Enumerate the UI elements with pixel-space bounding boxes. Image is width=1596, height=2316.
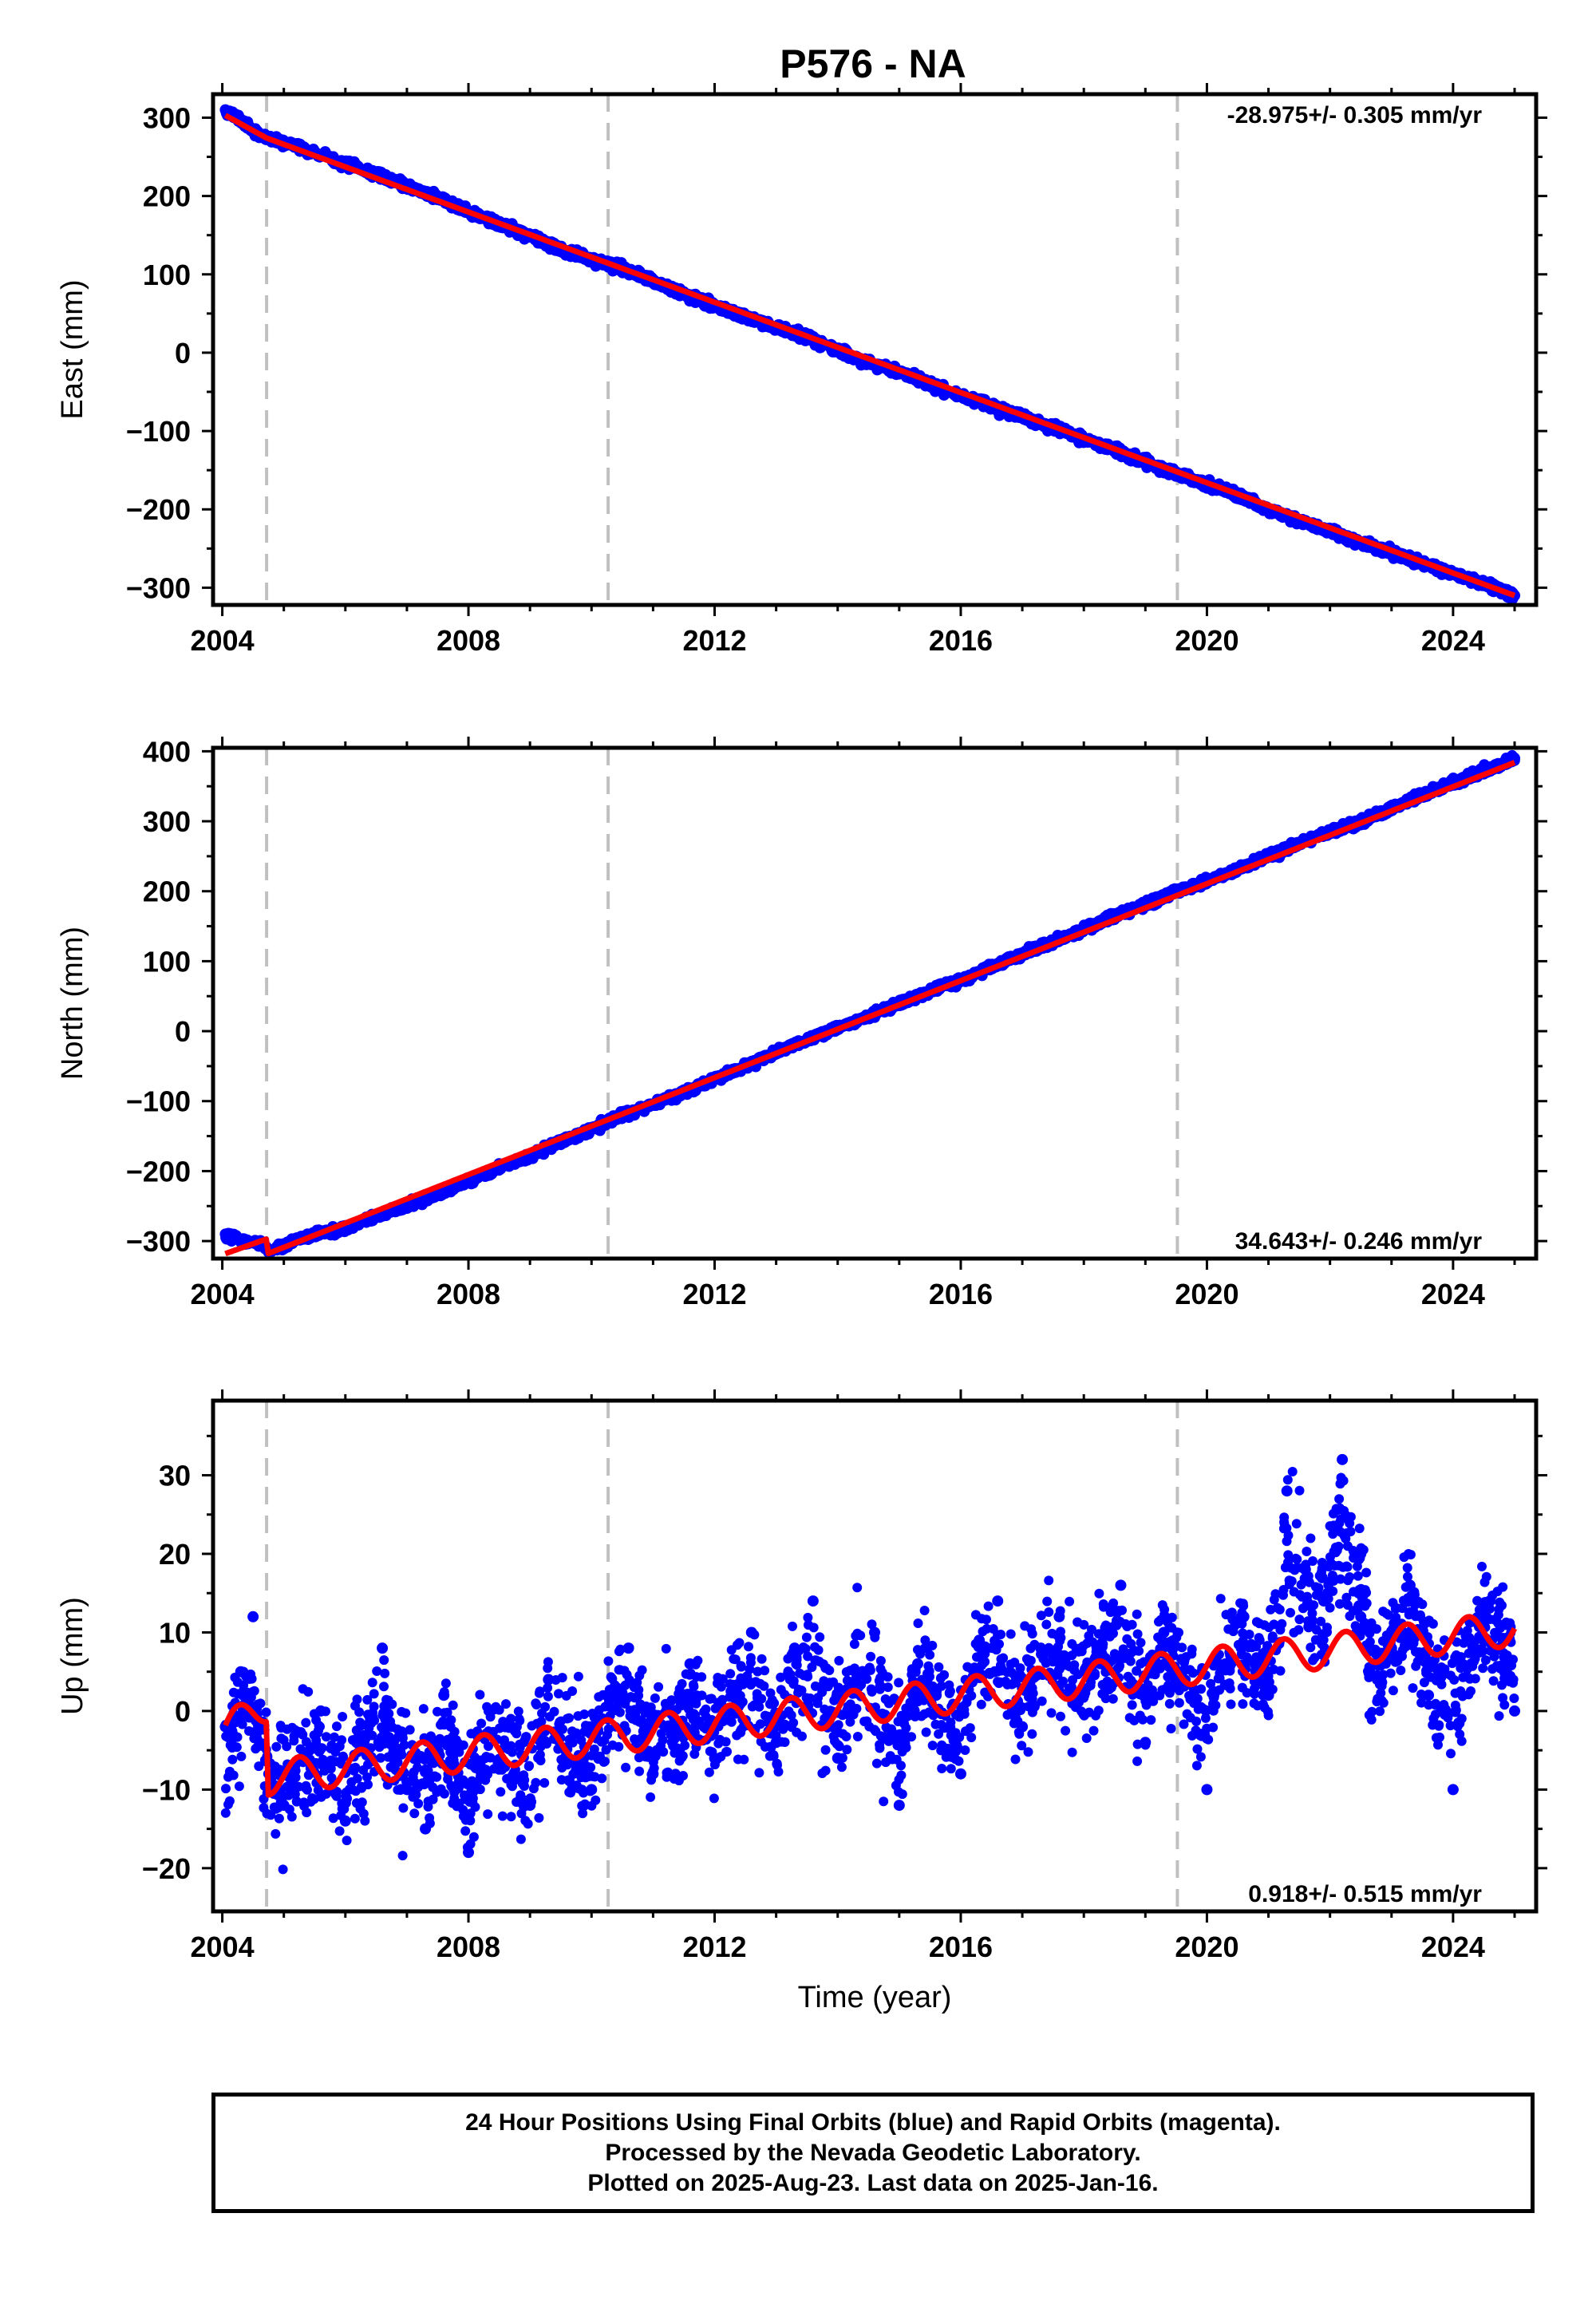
- north-y-tick-label: 200: [143, 875, 191, 908]
- north-data-point: [401, 1200, 413, 1212]
- east-y-tick-label: 200: [143, 180, 191, 213]
- east-y-tick-label: 300: [143, 101, 191, 134]
- east-x-tick-label: 2012: [682, 624, 746, 657]
- up-dense-point: [776, 1672, 786, 1682]
- north-y-tick-label: −100: [126, 1085, 191, 1118]
- east-data-point: [219, 104, 231, 116]
- north-plot-area: [219, 748, 1521, 1259]
- up-dense-point: [221, 1784, 231, 1794]
- north-x-tick-label: 2012: [682, 1278, 746, 1310]
- up-dense-point: [937, 1764, 947, 1773]
- north-model-line: [224, 760, 1516, 1257]
- north-data-point: [463, 1176, 475, 1188]
- north-x-tick-label: 2024: [1421, 1278, 1485, 1310]
- north-y-tick-label: −200: [126, 1155, 191, 1188]
- north-x-tick-label: 2004: [191, 1278, 255, 1310]
- east-model-line: [223, 113, 1516, 599]
- up-dense-point: [475, 1690, 485, 1700]
- up-dense-point: [1067, 1747, 1077, 1757]
- up-dense-point: [1081, 1733, 1092, 1743]
- north-y-tick-label: 100: [143, 945, 191, 978]
- east-y-tick-label: −200: [126, 493, 191, 526]
- east-y-tick-label: 100: [143, 259, 191, 291]
- up-dense-point: [1306, 1642, 1316, 1653]
- up-dense-point: [1027, 1729, 1037, 1739]
- up-dense-point: [228, 1687, 239, 1697]
- up-dense-point: [1416, 1697, 1427, 1708]
- north-dense-point: [329, 1229, 341, 1241]
- up-dense-point: [1046, 1708, 1057, 1718]
- up-dense-point: [966, 1733, 977, 1743]
- up-dense-point: [1146, 1715, 1156, 1725]
- east-y-tick-label: 0: [175, 337, 191, 370]
- north-x-tick-label: 2008: [437, 1278, 500, 1310]
- east-x-tick-label: 2016: [929, 624, 993, 657]
- north-data-point: [235, 1235, 247, 1247]
- north-rate-label: 34.643+/- 0.246 mm/yr: [1235, 1228, 1483, 1255]
- up-plot-area: [219, 1401, 1521, 1911]
- east-frame: [211, 92, 1539, 607]
- up-dense-point: [1215, 1594, 1226, 1604]
- east-y-tick-label: −100: [126, 415, 191, 448]
- north-y-tick-label: 0: [175, 1015, 191, 1048]
- east-x-tick-label: 2020: [1175, 624, 1238, 657]
- north-y-tick-label: 400: [143, 735, 191, 768]
- east-dense-points: [220, 105, 1519, 605]
- up-panel: 2004 2008 2012 2016 2020 2024−20−100102030Up …: [56, 1389, 1547, 2014]
- up-dense-point: [418, 1704, 429, 1714]
- east-x-tick-label: 2004: [191, 624, 255, 657]
- up-dense-points: [220, 1467, 1519, 1875]
- up-dense-point: [1132, 1666, 1142, 1676]
- east-plot-area: [219, 94, 1521, 605]
- east-y-axis-label: East (mm): [56, 279, 89, 419]
- figure-title: P576 - NA: [780, 41, 966, 86]
- up-dense-point: [1361, 1567, 1372, 1578]
- north-y-tick-label: 300: [143, 805, 191, 838]
- north-y-tick-label: −300: [126, 1225, 191, 1258]
- east-dense-point: [757, 321, 768, 333]
- east-x-tick-label: 2008: [437, 624, 500, 657]
- north-frame: [211, 745, 1539, 1261]
- east-panel: 2004 2008 2012 2016 2020 2024 −300 −200 −100 0 100…: [56, 83, 1547, 657]
- east-x-tick-label: 2024: [1421, 624, 1485, 657]
- north-x-tick-label: 2020: [1175, 1278, 1238, 1310]
- up-dense-point: [842, 1745, 852, 1755]
- north-y-axis-label: North (mm): [56, 927, 89, 1080]
- up-dense-point: [866, 1651, 876, 1662]
- up-dense-point: [739, 1754, 749, 1765]
- north-dense-points: [220, 749, 1520, 1259]
- east-rate-label: -28.975+/- 0.305 mm/yr: [1227, 102, 1483, 128]
- up-dense-point: [1302, 1547, 1312, 1556]
- north-x-tick-label: 2016: [929, 1278, 993, 1310]
- north-data-point: [219, 1228, 231, 1240]
- east-y-tick-label: −300: [126, 571, 191, 604]
- north-panel: 2004 2008 2012 2016 2020 2024 −300 −200 −100 0 100…: [56, 735, 1547, 1310]
- up-dense-point: [1328, 1529, 1338, 1539]
- up-dense-point: [534, 1812, 544, 1823]
